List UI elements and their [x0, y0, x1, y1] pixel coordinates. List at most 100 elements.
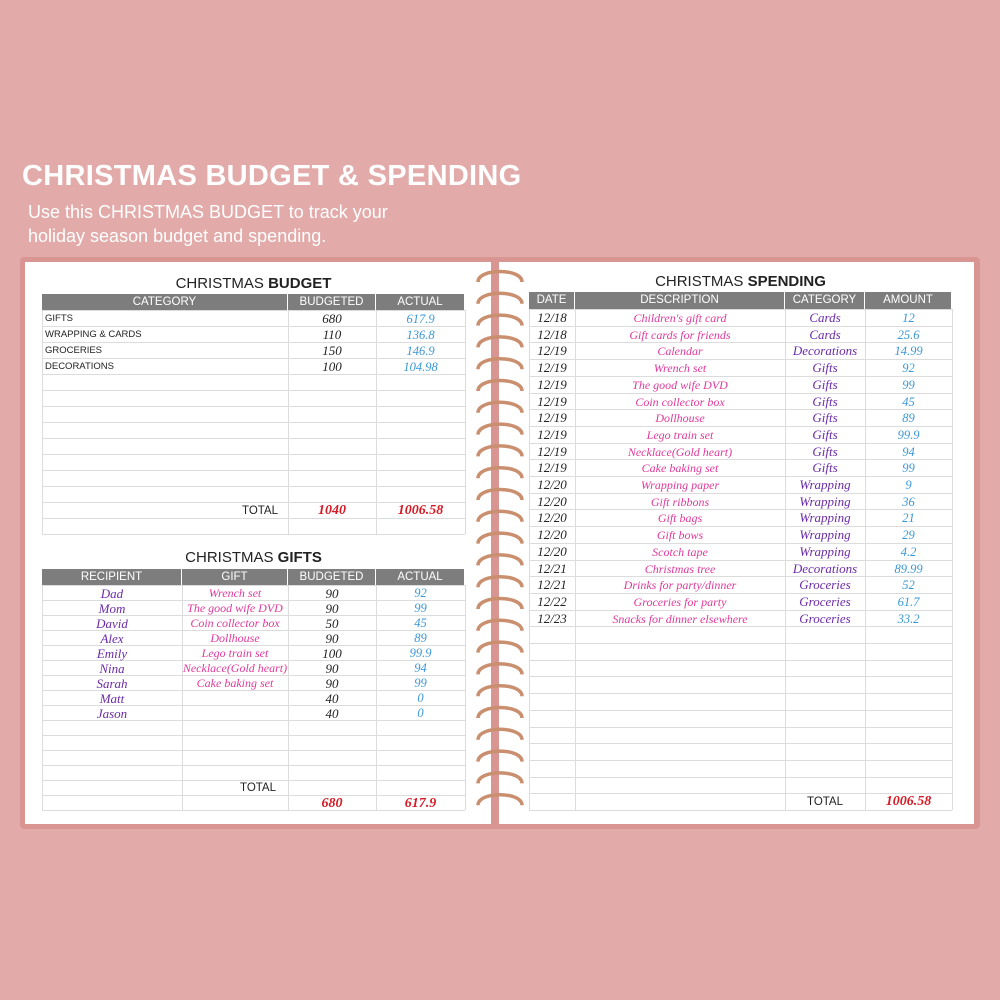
category: Groceries — [799, 577, 851, 593]
column-header: ACTUAL — [376, 294, 465, 310]
row-line — [529, 743, 952, 745]
category: Groceries — [799, 593, 851, 609]
amount: 94 — [902, 444, 915, 459]
column-line — [376, 585, 377, 810]
spiral-ring — [476, 444, 524, 457]
row-line — [42, 765, 465, 766]
actual: 94 — [414, 661, 427, 675]
title-prefix: CHRISTMAS — [175, 275, 264, 292]
spiral-binding — [476, 269, 524, 806]
column-header: RECIPIENT — [42, 569, 182, 585]
description: Scotch tape — [652, 544, 708, 559]
column-header: BUDGETED — [288, 294, 376, 310]
category: Wrapping — [799, 527, 851, 543]
category: GIFTS — [45, 313, 73, 324]
row-line — [42, 438, 465, 439]
row-line — [529, 643, 952, 644]
actual: 99.9 — [409, 646, 432, 660]
actual: 99 — [414, 601, 427, 615]
date: 12/19 — [537, 460, 567, 476]
category: Cards — [809, 326, 841, 342]
spiral-ring — [476, 553, 524, 566]
total-label: TOTAL — [240, 782, 276, 794]
date: 12/19 — [537, 426, 567, 442]
column-header: BUDGETED — [288, 569, 376, 585]
amount: 92 — [902, 361, 915, 376]
row-line — [529, 342, 952, 344]
total-actual: 617.9 — [404, 796, 437, 811]
row-line — [529, 409, 952, 411]
date: 12/19 — [537, 443, 567, 459]
column-line — [575, 309, 576, 810]
budgeted: 150 — [322, 343, 342, 358]
description: Calendar — [657, 344, 703, 359]
date: 12/20 — [537, 527, 567, 543]
recipient: Matt — [99, 691, 125, 706]
budgeted: 680 — [322, 311, 342, 326]
category: Groceries — [799, 610, 851, 626]
description: Necklace(Gold heart) — [627, 444, 733, 459]
amount: 52 — [902, 578, 915, 593]
row-line — [529, 559, 952, 561]
row-line — [529, 726, 952, 728]
gift: Wrench set — [208, 586, 262, 600]
category: Gifts — [812, 393, 838, 409]
category: Wrapping — [799, 493, 851, 509]
total-actual: 1006.58 — [397, 503, 444, 518]
description: Children's gift card — [633, 311, 727, 325]
row-line — [529, 576, 952, 578]
row-line — [529, 425, 952, 427]
category: Gifts — [812, 410, 838, 426]
row-line — [529, 609, 952, 611]
title-bold: BUDGET — [268, 275, 332, 292]
row-line — [529, 709, 952, 711]
category: Gifts — [812, 426, 838, 442]
column-line — [42, 585, 43, 810]
date: 12/21 — [537, 577, 567, 593]
title: CHRISTMAS BUDGET & SPENDING — [22, 160, 522, 192]
row-line — [42, 810, 465, 811]
row-line — [529, 325, 952, 327]
spiral-ring — [476, 291, 524, 305]
gift: Coin collector box — [190, 616, 280, 630]
row-line — [42, 645, 465, 646]
row-line — [42, 486, 465, 487]
budgeted: 90 — [325, 601, 339, 616]
row-line — [42, 690, 465, 691]
spiral-ring — [476, 487, 524, 501]
budgeted: 40 — [325, 691, 339, 706]
column-header: DESCRIPTION — [575, 292, 785, 309]
amount: 9 — [905, 478, 912, 492]
description: Wrench set — [653, 361, 707, 376]
spiral-ring — [476, 705, 524, 719]
spiral-ring — [476, 575, 524, 588]
column-header: ACTUAL — [376, 569, 465, 585]
column-header: DATE — [529, 292, 575, 309]
row-line — [42, 675, 465, 676]
budgeted: 100 — [322, 359, 342, 374]
recipient: Jason — [96, 706, 128, 721]
amount: 99 — [902, 461, 915, 476]
category: WRAPPING & CARDS — [45, 329, 142, 340]
row-line — [42, 470, 465, 471]
actual: 0 — [417, 691, 424, 705]
budgeted: 110 — [322, 327, 342, 342]
description: Dollhouse — [655, 411, 705, 426]
row-line — [529, 592, 952, 594]
actual: 617.9 — [406, 312, 435, 326]
row-line — [529, 309, 952, 310]
section-title: CHRISTMAS GIFTS — [42, 549, 465, 566]
category: Gifts — [812, 460, 838, 476]
row-line — [529, 442, 952, 444]
category: Wrapping — [799, 510, 851, 526]
row-line — [529, 776, 952, 778]
spiral-ring — [476, 466, 524, 479]
description: Snacks for dinner elsewhere — [612, 611, 748, 626]
row-line — [529, 375, 952, 377]
amount: 29 — [902, 528, 915, 543]
gift: Cake baking set — [196, 676, 274, 690]
row-line — [529, 626, 952, 628]
column-line — [952, 309, 953, 810]
category: Decorations — [792, 343, 858, 359]
